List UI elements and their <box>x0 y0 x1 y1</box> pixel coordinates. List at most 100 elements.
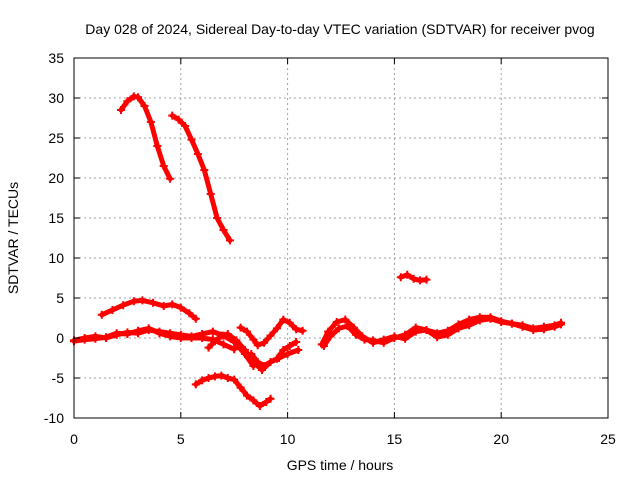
data-point <box>266 394 275 403</box>
data-point <box>168 300 177 309</box>
data-point <box>292 338 301 346</box>
data-point <box>232 336 241 345</box>
data-point <box>292 325 301 334</box>
data-point <box>116 106 125 114</box>
data-point <box>403 270 412 279</box>
data-point <box>249 396 258 405</box>
data-point <box>80 335 89 344</box>
series-arc-small-high <box>396 270 431 285</box>
data-point <box>279 315 288 324</box>
data-point <box>243 327 252 336</box>
data-point <box>298 326 307 335</box>
data-point <box>123 97 132 106</box>
data-point <box>206 190 215 198</box>
data-point <box>401 330 410 339</box>
x-tick-label: 5 <box>177 431 185 447</box>
data-point <box>123 330 132 338</box>
data-point <box>155 329 164 338</box>
data-point <box>213 214 222 222</box>
data-point <box>294 346 303 354</box>
data-point <box>539 325 548 334</box>
series-arc-high-1 <box>116 92 175 183</box>
data-point <box>247 350 256 358</box>
series-arc-low-right <box>236 383 275 410</box>
data-series <box>70 92 566 410</box>
data-point <box>149 298 158 307</box>
data-point <box>236 383 245 392</box>
data-point <box>422 326 431 334</box>
y-tick-label: 10 <box>48 250 64 266</box>
data-point <box>422 275 431 284</box>
data-point <box>176 334 185 342</box>
data-point <box>223 374 232 382</box>
data-point <box>102 333 111 342</box>
y-tick-label: 15 <box>48 210 64 226</box>
data-point <box>191 314 200 323</box>
data-point <box>443 330 452 339</box>
data-point <box>210 337 219 346</box>
data-point <box>475 316 484 325</box>
series-arc-mid <box>97 296 200 323</box>
data-point <box>497 318 506 326</box>
data-point <box>225 236 234 245</box>
data-point <box>187 334 196 342</box>
data-point <box>138 296 147 305</box>
data-point <box>557 320 566 329</box>
data-point <box>272 354 281 363</box>
data-point <box>255 402 264 410</box>
data-point <box>204 374 213 382</box>
y-tick-label: -5 <box>52 370 65 386</box>
series-line <box>169 113 233 243</box>
x-tick-label: 25 <box>600 431 616 447</box>
data-point <box>236 323 245 332</box>
data-point <box>411 323 420 332</box>
axis-ticks <box>73 57 609 419</box>
y-tick-label: 30 <box>48 90 64 106</box>
data-point <box>351 330 360 339</box>
data-point <box>326 332 335 341</box>
data-point <box>230 345 239 354</box>
data-point <box>550 322 559 331</box>
plot-frame <box>73 57 609 419</box>
data-point <box>217 331 226 340</box>
x-tick-label: 15 <box>387 431 403 447</box>
data-point <box>465 321 474 330</box>
data-point <box>360 335 369 344</box>
data-point <box>249 335 258 344</box>
series-arc-high-2 <box>168 111 234 245</box>
data-point <box>200 166 209 174</box>
data-point <box>332 318 341 326</box>
data-point <box>262 398 271 406</box>
data-point <box>390 334 399 342</box>
data-point <box>285 318 294 327</box>
data-point <box>185 309 194 318</box>
data-point <box>198 376 207 385</box>
data-point <box>243 391 252 400</box>
data-point <box>134 93 143 102</box>
data-point <box>283 350 292 358</box>
data-point <box>144 324 153 333</box>
data-point <box>272 324 281 333</box>
data-point <box>187 135 196 144</box>
y-tick-labels: -10 -5 0 5 10 15 20 25 30 35 <box>44 50 64 426</box>
data-point <box>174 115 183 124</box>
data-point <box>198 334 207 342</box>
data-point <box>260 338 269 347</box>
data-point <box>279 346 288 354</box>
data-point <box>266 358 275 366</box>
series-arc-low-left <box>191 371 245 392</box>
x-axis-title: GPS time / hours <box>287 457 394 473</box>
series-arc-8-10 <box>236 315 307 350</box>
data-point <box>119 301 128 310</box>
data-point <box>334 324 343 333</box>
data-point <box>319 342 328 350</box>
data-point <box>518 322 527 331</box>
y-tick-label: 0 <box>56 330 64 346</box>
data-point <box>159 162 168 170</box>
data-point <box>159 302 168 310</box>
data-point <box>191 380 200 389</box>
series-line <box>71 325 237 352</box>
grid <box>74 58 608 418</box>
data-point <box>219 340 228 349</box>
